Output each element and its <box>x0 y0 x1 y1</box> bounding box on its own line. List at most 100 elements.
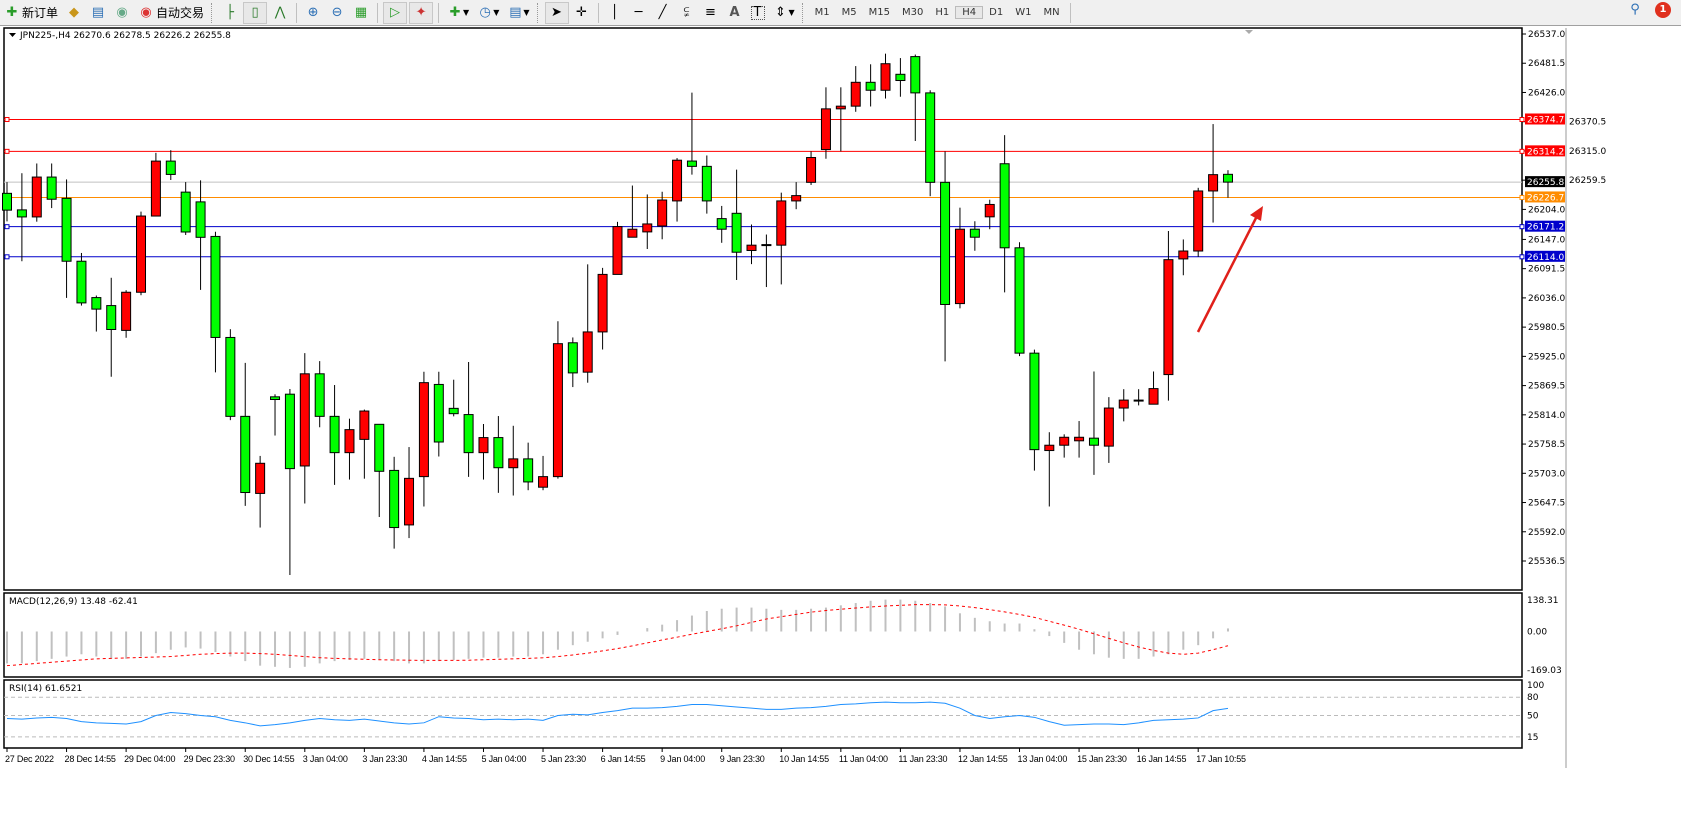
zoom-out-icon: ⊖ <box>331 4 343 20</box>
text-button[interactable]: A <box>724 2 746 24</box>
periods-button[interactable]: ◷ ▼ <box>474 2 502 24</box>
level-handle <box>1519 194 1525 200</box>
timeframe-m15[interactable]: M15 <box>868 7 891 18</box>
candle-body <box>672 159 683 202</box>
fibonacci-button[interactable]: ≡ <box>700 2 722 24</box>
bid-price-label: 26255.8 <box>1527 178 1564 188</box>
toolbar-grip <box>536 2 541 23</box>
candle-body <box>791 195 802 202</box>
candle-body <box>1148 388 1159 405</box>
time-tick-label: 11 Jan 04:00 <box>839 754 888 764</box>
dropdown-arrow-icon: ▼ <box>493 8 500 17</box>
time-tick-label: 27 Dec 2022 <box>5 754 54 764</box>
candle-body <box>1074 436 1085 442</box>
market-watch-button[interactable]: ▤ <box>87 2 109 24</box>
signal-button[interactable]: ◉ <box>111 2 133 24</box>
level-price-tag <box>1525 145 1565 157</box>
candle-body <box>597 273 608 333</box>
add-indicator-icon: ✚ <box>449 4 461 20</box>
cursor-button[interactable]: ➤ <box>544 1 569 24</box>
candle-body <box>895 73 906 82</box>
auto-trading-button[interactable]: ◉ 自动交易 <box>135 2 207 24</box>
zoom-in-button[interactable]: ⊕ <box>302 2 324 24</box>
chart-shift-marker-icon <box>1245 30 1253 34</box>
candle-body <box>731 212 742 253</box>
text-label-button[interactable]: T <box>748 2 768 24</box>
toolbar-grip <box>801 2 806 23</box>
candle-body <box>508 458 519 469</box>
timeframe-d1[interactable]: D1 <box>989 7 1004 18</box>
trendline-button[interactable]: ╱ <box>652 2 674 24</box>
level-price-tag <box>1525 113 1565 125</box>
price-tick-label: 25592.0 <box>1528 528 1565 538</box>
rsi-line <box>6 701 1229 727</box>
macd-header: MACD(12,26,9) 13.48 -62.41 <box>9 597 138 607</box>
candle-body <box>567 342 578 374</box>
candle-body <box>746 244 757 251</box>
candle-body <box>538 476 549 488</box>
candle-body <box>121 291 132 331</box>
vertical-line-icon: │ <box>610 4 619 20</box>
candle-body <box>954 228 965 305</box>
gold-button[interactable]: ◆ <box>63 2 85 24</box>
horizontal-line-icon: ─ <box>634 4 643 20</box>
separator <box>296 2 298 23</box>
notification-badge[interactable]: 1 <box>1655 2 1671 18</box>
price-tick-label: 26091.5 <box>1528 265 1565 275</box>
candle-body <box>1029 352 1040 451</box>
candle-body <box>180 191 191 233</box>
candle-body <box>210 235 221 338</box>
timeframe-w1[interactable]: W1 <box>1015 7 1032 18</box>
candle-body <box>999 163 1010 249</box>
time-tick-label: 30 Dec 14:55 <box>243 754 294 764</box>
candle-body <box>404 477 415 526</box>
new-order-button[interactable]: ✚ 新订单 <box>1 2 61 24</box>
time-tick-label: 4 Jan 14:55 <box>422 754 467 764</box>
horizontal-line-button[interactable]: ─ <box>628 2 650 24</box>
templates-icon: ▤ <box>509 4 522 20</box>
level-price-tag <box>1525 220 1565 232</box>
chart-shift-button[interactable]: ✦ <box>409 1 434 24</box>
line-chart-button[interactable]: ⋀ <box>269 2 291 24</box>
level-handle <box>4 254 10 260</box>
candle-body <box>1133 399 1144 402</box>
tile-windows-button[interactable]: ▦ <box>350 2 372 24</box>
zoom-out-button[interactable]: ⊖ <box>326 2 348 24</box>
rsi-tick-label: 15 <box>1527 733 1538 743</box>
market-watch-icon: ▤ <box>91 4 105 20</box>
timeframe-m5[interactable]: M5 <box>841 7 857 18</box>
right-tools: ⚲ 1 <box>1627 2 1671 18</box>
candle-body <box>850 81 861 107</box>
time-tick-label: 29 Dec 04:00 <box>124 754 175 764</box>
timeframe-mn[interactable]: MN <box>1043 7 1060 18</box>
candle-body <box>776 200 787 246</box>
arrows-button[interactable]: ⇕ ▼ <box>770 2 798 24</box>
timeframe-m1[interactable]: M1 <box>814 7 830 18</box>
level-handle <box>4 116 10 122</box>
time-tick-label: 12 Jan 14:55 <box>958 754 1008 764</box>
candle-body <box>1208 174 1219 192</box>
templates-button[interactable]: ▤ ▼ <box>504 2 532 24</box>
candle-body <box>1088 437 1099 446</box>
timeframe-h4[interactable]: H4 <box>955 6 984 19</box>
timeframe-h1[interactable]: H1 <box>935 7 950 18</box>
auto-scroll-button[interactable]: ▷ <box>383 1 408 24</box>
add-indicator-button[interactable]: ✚ ▼ <box>444 2 472 24</box>
vertical-line-button[interactable]: │ <box>604 2 626 24</box>
level-price-tag <box>1525 250 1565 262</box>
candle-body <box>523 458 534 483</box>
equidistant-channel-button[interactable]: ⫋ <box>676 2 698 24</box>
candle-body <box>969 228 980 238</box>
candle-body <box>657 199 668 227</box>
bar-chart-button[interactable]: ├ <box>219 2 241 24</box>
chart-window[interactable]: 26537.0 26481.5 26426.0 26370.5 26315.0 26259… <box>0 26 1681 806</box>
time-tick-label: 13 Jan 04:00 <box>1018 754 1068 764</box>
candlestick-button[interactable]: ▯ <box>243 1 268 24</box>
search-icon[interactable]: ⚲ <box>1630 2 1640 17</box>
price-tick-label: 26204.0 <box>1528 205 1565 215</box>
crosshair-button[interactable]: ✛ <box>571 2 593 24</box>
candle-body <box>433 383 444 443</box>
candle-body <box>1163 259 1174 376</box>
timeframe-m30[interactable]: M30 <box>902 7 924 18</box>
trendline-icon: ╱ <box>658 4 667 20</box>
